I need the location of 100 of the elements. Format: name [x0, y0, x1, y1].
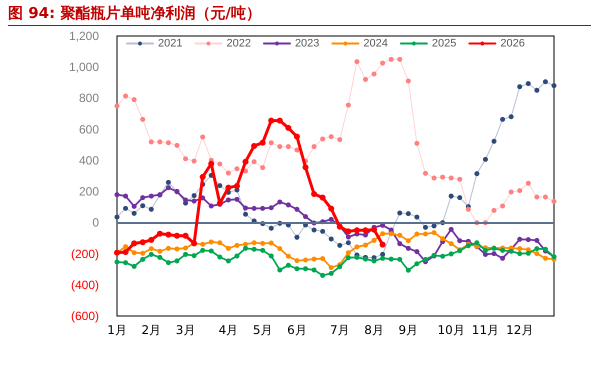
point [234, 253, 240, 258]
point [380, 256, 386, 261]
point [354, 227, 360, 234]
point [328, 265, 334, 270]
point [157, 254, 162, 260]
point [320, 228, 326, 234]
point [397, 56, 402, 62]
point [362, 76, 368, 82]
point [328, 216, 334, 222]
legend-label: 2021 [158, 38, 182, 50]
point [122, 249, 129, 256]
point [217, 240, 222, 246]
x-tick-label: 3月 [176, 323, 196, 337]
point [166, 180, 171, 185]
point [432, 176, 437, 181]
point [457, 176, 462, 182]
point [166, 185, 171, 190]
point [448, 176, 454, 181]
point [226, 170, 231, 176]
point [166, 140, 171, 146]
point [286, 262, 291, 268]
point [346, 240, 351, 246]
point [285, 124, 292, 131]
point [208, 248, 214, 254]
point [500, 116, 506, 122]
point [406, 78, 411, 84]
point [294, 206, 300, 212]
x-tick-label: 7月 [330, 323, 350, 337]
point [354, 244, 360, 250]
point [294, 234, 300, 240]
point [388, 56, 394, 62]
point [217, 183, 222, 188]
point [148, 246, 154, 252]
point [320, 256, 326, 262]
point [517, 236, 522, 242]
point [534, 251, 540, 256]
point [311, 191, 318, 198]
point [157, 139, 162, 144]
point [422, 170, 428, 176]
x-tick-label: 6月 [287, 323, 307, 337]
point [474, 171, 480, 176]
x-tick-label: 4月 [218, 323, 238, 337]
point [286, 254, 291, 259]
point [234, 196, 240, 202]
point [225, 184, 232, 191]
point [320, 194, 326, 201]
point [303, 214, 308, 220]
y-tick-label: (600) [70, 309, 99, 323]
point [123, 194, 128, 199]
point [526, 81, 531, 86]
point [132, 97, 137, 102]
point [534, 238, 540, 243]
x-tick-label: 9月 [398, 323, 418, 337]
point [192, 198, 197, 204]
point [140, 116, 146, 122]
point [542, 194, 548, 200]
point [440, 236, 446, 242]
point [243, 212, 248, 217]
point [346, 234, 351, 240]
point [252, 246, 257, 252]
point [148, 139, 154, 144]
point [276, 118, 283, 124]
point [388, 256, 394, 262]
point [200, 242, 206, 247]
point [492, 251, 497, 256]
legend-label: 2025 [432, 38, 456, 50]
point [157, 248, 162, 254]
point [234, 242, 240, 248]
y-tick-label: 0 [92, 216, 100, 230]
x-tick-label: 12月 [506, 323, 534, 337]
point [320, 136, 326, 142]
point [234, 182, 240, 189]
point [277, 144, 282, 150]
point [406, 246, 411, 251]
point [552, 83, 556, 88]
point [432, 230, 437, 236]
y-tick-label: (400) [70, 278, 99, 292]
point [260, 140, 266, 146]
point [542, 79, 548, 84]
point [226, 197, 231, 202]
point [397, 210, 402, 216]
point [328, 134, 334, 140]
point [252, 159, 257, 164]
point [123, 244, 128, 250]
point [422, 224, 428, 230]
point [217, 162, 222, 167]
point [397, 241, 402, 246]
point [268, 118, 274, 124]
point [123, 260, 128, 266]
point [466, 206, 471, 212]
y-tick-label: 1,000 [68, 60, 100, 74]
point [448, 194, 454, 199]
point [132, 204, 137, 209]
x-tick-label: 2月 [141, 323, 162, 337]
point [252, 240, 257, 246]
point [457, 195, 462, 200]
point [414, 261, 420, 266]
point [277, 267, 282, 272]
point [337, 137, 342, 142]
point [346, 250, 351, 256]
